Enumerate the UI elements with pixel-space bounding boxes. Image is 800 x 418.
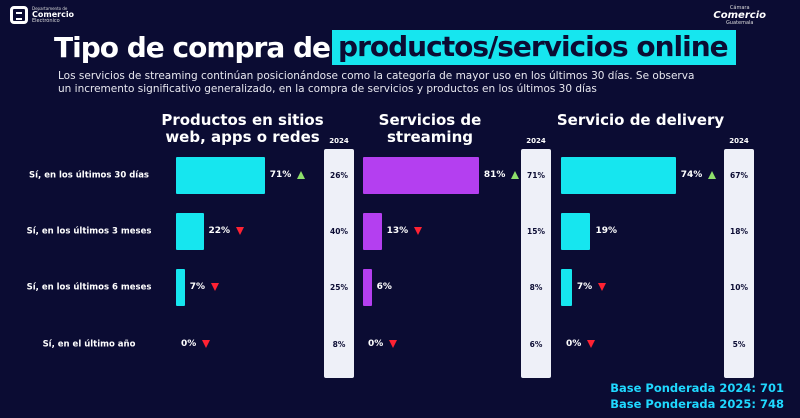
trend-down-icon	[389, 339, 398, 348]
value-2024: 26%	[330, 170, 348, 180]
trend-down-icon	[587, 339, 596, 348]
bar	[561, 213, 591, 250]
data-label: 74%	[681, 170, 717, 180]
row-label: Sí, en los últimos 30 días	[28, 170, 149, 180]
trend-down-icon	[202, 339, 211, 348]
value-2024: 5%	[732, 339, 746, 349]
data-label-text: 0%	[181, 338, 197, 349]
year-label-2024: 2024	[329, 137, 349, 145]
data-label: 0%	[566, 338, 596, 349]
value-2024: 67%	[730, 170, 748, 180]
trend-down-icon	[598, 282, 607, 291]
value-2024: 6%	[529, 339, 543, 349]
logo-right-line-2: Comercio	[713, 10, 766, 21]
data-label: 0%	[181, 338, 211, 349]
trend-down-icon	[414, 226, 423, 235]
data-label: 81%	[484, 170, 520, 180]
data-label-text: 7%	[189, 281, 206, 292]
data-label: 7%	[189, 281, 220, 292]
row-label: Sí, en los últimos 3 meses	[26, 226, 152, 236]
logo-camara-comercio: Cámara Comercio Guatemala	[713, 6, 766, 26]
bar	[561, 269, 572, 306]
trend-up-icon	[511, 170, 520, 179]
data-label: 71%	[270, 170, 306, 180]
value-2024: 8%	[529, 282, 543, 292]
bar	[363, 213, 382, 250]
column-2024	[521, 149, 551, 378]
data-label: 7%	[576, 281, 607, 292]
value-2024: 10%	[730, 282, 748, 292]
year-label-2024: 2024	[729, 137, 749, 145]
bar	[561, 157, 676, 194]
panel-header: Servicio de delivery	[556, 111, 725, 129]
value-2024: 25%	[330, 282, 348, 292]
value-2024: 18%	[730, 226, 748, 236]
logo-icon	[10, 6, 28, 24]
data-label-text: 81%	[483, 169, 506, 180]
logo-line-1: Departamento de	[32, 5, 68, 11]
row-label: Sí, en el último año	[42, 339, 136, 349]
data-label: 0%	[368, 338, 398, 349]
base-2024: Base Ponderada 2024: 701	[610, 381, 784, 395]
trend-down-icon	[236, 226, 245, 235]
value-2024: 40%	[330, 226, 348, 236]
data-label-text: 7%	[576, 281, 593, 292]
bar	[176, 157, 265, 194]
logo-line-3: Electrónico	[32, 17, 60, 24]
data-label-text: 74%	[680, 169, 703, 180]
bar	[176, 213, 204, 250]
data-label: 13%	[387, 226, 423, 236]
title-part-2-highlight: productos/servicios online	[332, 29, 736, 65]
trend-up-icon	[297, 170, 306, 179]
data-label-text: 0%	[368, 338, 384, 349]
data-label-text: 13%	[386, 225, 409, 236]
value-2024: 71%	[527, 170, 545, 180]
year-label-2024: 2024	[526, 137, 546, 145]
page-subtitle: Los servicios de streaming continúan pos…	[58, 70, 695, 95]
value-2024: 15%	[527, 226, 545, 236]
data-label: 22%	[209, 226, 245, 236]
panel-header: Servicios de streaming	[378, 111, 482, 146]
panel-header: Productos en sitios web, apps o redes	[161, 111, 324, 146]
page-title: Tipo de compra de productos/servicios on…	[54, 28, 736, 66]
bar	[363, 157, 479, 194]
logo-line-2: Comercio	[32, 9, 75, 19]
base-2025: Base Ponderada 2025: 748	[610, 397, 784, 411]
column-2024	[324, 149, 354, 378]
data-label-text: 0%	[566, 338, 582, 349]
trend-down-icon	[211, 282, 220, 291]
bar	[176, 269, 185, 306]
title-part-1: Tipo de compra de	[54, 30, 331, 64]
data-label-text: 6%	[376, 281, 392, 292]
logo-right-line-3: Guatemala	[725, 20, 754, 26]
data-label: 6%	[377, 282, 392, 292]
data-label-text: 19%	[595, 225, 617, 236]
row-label: Sí, en los últimos 6 meses	[26, 282, 152, 292]
logo-comercio-electronico: Departamento de Comercio Electrónico	[10, 6, 74, 24]
data-label-text: 71%	[269, 169, 292, 180]
bar	[363, 269, 372, 306]
trend-up-icon	[708, 170, 717, 179]
column-2024	[724, 149, 754, 378]
data-label: 19%	[595, 226, 617, 236]
logo-right-line-1: Cámara	[729, 5, 750, 11]
value-2024: 8%	[332, 339, 346, 349]
data-label-text: 22%	[208, 225, 231, 236]
